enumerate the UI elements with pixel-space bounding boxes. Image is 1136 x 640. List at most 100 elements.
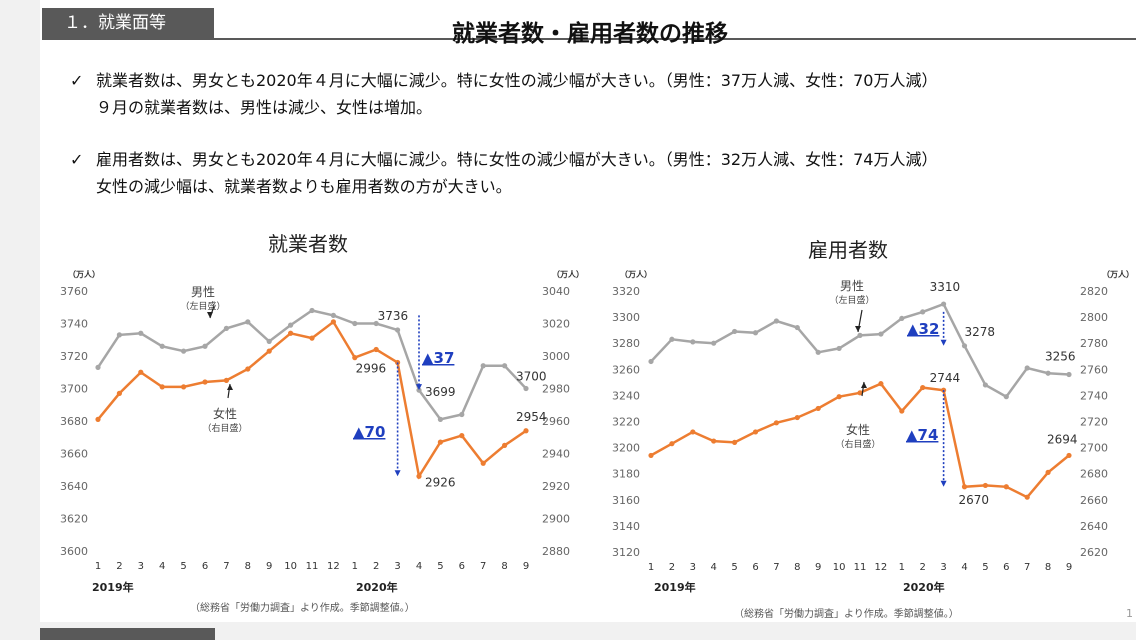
x-tick-label: 1 bbox=[899, 562, 905, 573]
data-point bbox=[857, 332, 863, 338]
data-point bbox=[836, 345, 842, 352]
data-point bbox=[1045, 370, 1051, 376]
data-point bbox=[266, 338, 272, 344]
data-point bbox=[941, 301, 947, 307]
x-tick-label: 9 bbox=[1066, 562, 1072, 573]
data-point bbox=[669, 336, 675, 342]
data-point bbox=[961, 484, 968, 490]
x-tick-label: 8 bbox=[1045, 562, 1051, 573]
data-point bbox=[459, 411, 465, 418]
left-tick-label: 3280 bbox=[612, 337, 640, 350]
x-tick-label: 3 bbox=[690, 562, 696, 573]
data-point bbox=[159, 343, 165, 349]
year-label: 2020年 bbox=[356, 580, 398, 594]
data-point bbox=[690, 339, 696, 345]
data-point bbox=[459, 433, 465, 439]
left-unit-label: （万人） bbox=[620, 269, 652, 279]
x-tick-label: 3 bbox=[394, 561, 400, 572]
right-tick-label: 2900 bbox=[542, 513, 570, 526]
right-tick-label: 2800 bbox=[1080, 311, 1108, 324]
data-point bbox=[502, 363, 508, 369]
left-tick-label: 3680 bbox=[60, 415, 88, 428]
left-tick-label: 3300 bbox=[612, 311, 640, 324]
next-slide-strip bbox=[40, 628, 215, 640]
left-tick-label: 3600 bbox=[60, 545, 88, 558]
right-tick-label: 2700 bbox=[1080, 442, 1108, 455]
year-label: 2019年 bbox=[654, 580, 696, 594]
data-point bbox=[711, 340, 717, 346]
data-label: 2744 bbox=[930, 371, 961, 385]
change-annotation: ▲70 bbox=[353, 423, 385, 441]
data-label: 2954 bbox=[516, 410, 547, 424]
data-label: 2670 bbox=[959, 493, 990, 507]
left-tick-label: 3620 bbox=[60, 513, 88, 526]
data-point bbox=[416, 473, 422, 479]
data-point bbox=[794, 324, 800, 331]
data-point bbox=[95, 416, 101, 422]
x-tick-label: 4 bbox=[711, 562, 717, 573]
data-label: 3310 bbox=[930, 280, 961, 294]
slide bbox=[40, 0, 1136, 622]
data-point bbox=[159, 384, 165, 390]
x-tick-label: 2 bbox=[669, 562, 675, 573]
data-point bbox=[648, 358, 654, 365]
right-tick-label: 2980 bbox=[542, 383, 570, 396]
data-point bbox=[502, 442, 508, 448]
bullet-employed: ✓ 就業者数は、男女とも2020年４月に大幅に減少。特に女性の減少幅が大きい。（… bbox=[70, 67, 1130, 123]
x-tick-label: 1 bbox=[95, 561, 101, 572]
x-tick-label: 5 bbox=[731, 562, 737, 573]
data-point bbox=[330, 312, 336, 318]
data-point bbox=[815, 405, 821, 412]
data-label: 3700 bbox=[516, 370, 547, 384]
right-unit-label: （万人） bbox=[1102, 269, 1134, 279]
data-point bbox=[961, 343, 968, 349]
data-label: 2694 bbox=[1047, 432, 1078, 446]
source-note: （総務省「労働力調査」より作成。季節調整値。） bbox=[190, 601, 415, 614]
data-point bbox=[480, 363, 486, 369]
series-label: 男性 bbox=[840, 279, 864, 293]
data-point bbox=[648, 452, 654, 459]
data-point bbox=[138, 330, 144, 336]
pointer-arrowhead bbox=[855, 326, 861, 332]
x-tick-label: 8 bbox=[245, 561, 251, 572]
chart-title: 就業者数 bbox=[268, 232, 348, 256]
x-tick-label: 2 bbox=[920, 562, 926, 573]
right-tick-label: 2940 bbox=[542, 448, 570, 461]
data-point bbox=[352, 355, 358, 361]
data-point bbox=[395, 327, 401, 333]
x-tick-label: 12 bbox=[327, 561, 340, 572]
x-tick-label: 4 bbox=[159, 561, 165, 572]
data-label: 2926 bbox=[425, 475, 456, 489]
data-label: 3278 bbox=[965, 325, 996, 339]
left-tick-label: 3160 bbox=[612, 494, 640, 507]
data-point bbox=[95, 364, 101, 370]
x-tick-label: 7 bbox=[773, 562, 779, 573]
data-label: 3699 bbox=[425, 385, 456, 399]
x-tick-label: 11 bbox=[854, 562, 867, 573]
data-point bbox=[245, 366, 251, 372]
left-tick-label: 3180 bbox=[612, 468, 640, 481]
left-tick-label: 3140 bbox=[612, 520, 640, 533]
data-point bbox=[690, 429, 696, 435]
x-tick-label: 6 bbox=[1003, 562, 1009, 573]
data-point bbox=[223, 325, 229, 331]
right-tick-label: 3020 bbox=[542, 318, 570, 331]
data-point bbox=[138, 369, 144, 375]
data-point bbox=[773, 420, 780, 426]
right-tick-label: 2920 bbox=[542, 480, 570, 493]
right-tick-label: 3000 bbox=[542, 350, 570, 363]
series-line bbox=[96, 309, 527, 421]
x-tick-label: 2 bbox=[116, 561, 122, 572]
right-tick-label: 3040 bbox=[542, 285, 570, 298]
right-unit-label: （万人） bbox=[552, 269, 584, 279]
x-tick-label: 9 bbox=[266, 561, 272, 572]
data-point bbox=[1003, 484, 1009, 490]
x-tick-label: 5 bbox=[180, 561, 186, 572]
data-point bbox=[920, 309, 926, 315]
data-point bbox=[899, 408, 905, 414]
left-tick-label: 3320 bbox=[612, 285, 640, 298]
x-tick-label: 10 bbox=[833, 562, 846, 573]
data-point bbox=[711, 438, 717, 444]
page-title: 就業者数・雇用者数の推移 bbox=[452, 21, 728, 47]
change-arrowhead bbox=[940, 480, 947, 487]
